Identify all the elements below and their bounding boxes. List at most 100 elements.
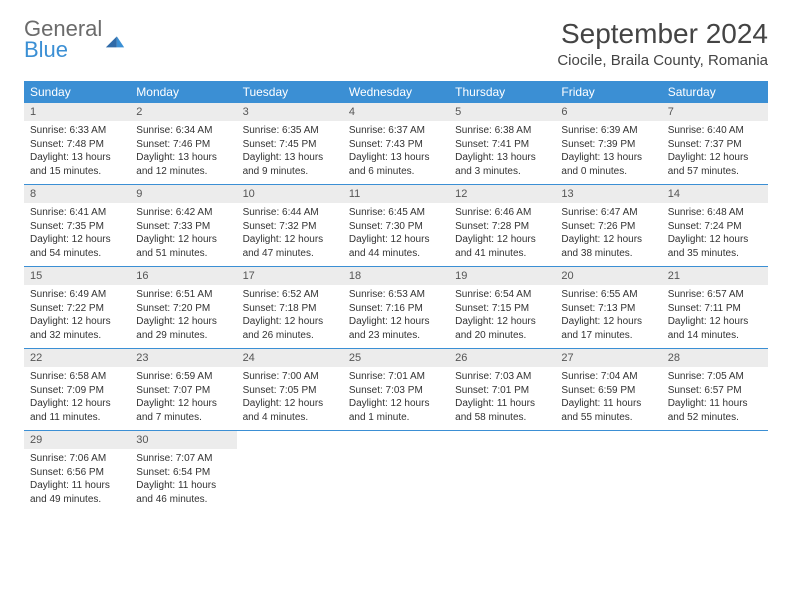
day-details: Sunrise: 7:05 AMSunset: 6:57 PMDaylight:… <box>662 367 768 430</box>
sunrise-line: Sunrise: 7:06 AM <box>30 452 124 466</box>
calendar: SundayMondayTuesdayWednesdayThursdayFrid… <box>24 81 768 512</box>
calendar-cell: 6Sunrise: 6:39 AMSunset: 7:39 PMDaylight… <box>555 103 661 184</box>
calendar-cell <box>449 431 555 512</box>
sunrise-line: Sunrise: 7:01 AM <box>349 370 443 384</box>
daylight-line: Daylight: 11 hours and 49 minutes. <box>30 479 124 506</box>
day-number: 22 <box>24 349 130 367</box>
day-details: Sunrise: 6:33 AMSunset: 7:48 PMDaylight:… <box>24 121 130 184</box>
daylight-line: Daylight: 12 hours and 26 minutes. <box>243 315 337 342</box>
calendar-cell <box>555 431 661 512</box>
calendar-cell: 17Sunrise: 6:52 AMSunset: 7:18 PMDayligh… <box>237 267 343 348</box>
daylight-line: Daylight: 12 hours and 20 minutes. <box>455 315 549 342</box>
day-header: Thursday <box>449 81 555 103</box>
sunrise-line: Sunrise: 6:49 AM <box>30 288 124 302</box>
day-number: 17 <box>237 267 343 285</box>
sunrise-line: Sunrise: 6:46 AM <box>455 206 549 220</box>
sunset-line: Sunset: 7:15 PM <box>455 302 549 316</box>
day-number: 20 <box>555 267 661 285</box>
week-row: 15Sunrise: 6:49 AMSunset: 7:22 PMDayligh… <box>24 267 768 349</box>
day-number: 7 <box>662 103 768 121</box>
day-number: 3 <box>237 103 343 121</box>
day-number: 14 <box>662 185 768 203</box>
day-number: 23 <box>130 349 236 367</box>
sunset-line: Sunset: 7:35 PM <box>30 220 124 234</box>
day-details: Sunrise: 6:59 AMSunset: 7:07 PMDaylight:… <box>130 367 236 430</box>
sunset-line: Sunset: 6:59 PM <box>561 384 655 398</box>
daylight-line: Daylight: 12 hours and 32 minutes. <box>30 315 124 342</box>
sunset-line: Sunset: 7:22 PM <box>30 302 124 316</box>
daylight-line: Daylight: 12 hours and 54 minutes. <box>30 233 124 260</box>
title-block: September 2024 Ciocile, Braila County, R… <box>557 18 768 69</box>
daylight-line: Daylight: 12 hours and 51 minutes. <box>136 233 230 260</box>
logo-blue: Blue <box>24 39 102 61</box>
daylight-line: Daylight: 11 hours and 52 minutes. <box>668 397 762 424</box>
day-number: 15 <box>24 267 130 285</box>
daylight-line: Daylight: 13 hours and 6 minutes. <box>349 151 443 178</box>
day-details: Sunrise: 7:04 AMSunset: 6:59 PMDaylight:… <box>555 367 661 430</box>
sunset-line: Sunset: 7:37 PM <box>668 138 762 152</box>
daylight-line: Daylight: 13 hours and 15 minutes. <box>30 151 124 178</box>
sunset-line: Sunset: 7:41 PM <box>455 138 549 152</box>
calendar-cell: 27Sunrise: 7:04 AMSunset: 6:59 PMDayligh… <box>555 349 661 430</box>
calendar-cell: 26Sunrise: 7:03 AMSunset: 7:01 PMDayligh… <box>449 349 555 430</box>
daylight-line: Daylight: 11 hours and 55 minutes. <box>561 397 655 424</box>
day-details: Sunrise: 6:40 AMSunset: 7:37 PMDaylight:… <box>662 121 768 184</box>
calendar-cell: 5Sunrise: 6:38 AMSunset: 7:41 PMDaylight… <box>449 103 555 184</box>
sunrise-line: Sunrise: 6:51 AM <box>136 288 230 302</box>
sunset-line: Sunset: 7:32 PM <box>243 220 337 234</box>
daylight-line: Daylight: 12 hours and 47 minutes. <box>243 233 337 260</box>
calendar-cell: 18Sunrise: 6:53 AMSunset: 7:16 PMDayligh… <box>343 267 449 348</box>
day-number: 11 <box>343 185 449 203</box>
calendar-cell: 25Sunrise: 7:01 AMSunset: 7:03 PMDayligh… <box>343 349 449 430</box>
calendar-cell: 24Sunrise: 7:00 AMSunset: 7:05 PMDayligh… <box>237 349 343 430</box>
calendar-cell: 12Sunrise: 6:46 AMSunset: 7:28 PMDayligh… <box>449 185 555 266</box>
daylight-line: Daylight: 12 hours and 57 minutes. <box>668 151 762 178</box>
calendar-cell <box>662 431 768 512</box>
calendar-cell: 10Sunrise: 6:44 AMSunset: 7:32 PMDayligh… <box>237 185 343 266</box>
daylight-line: Daylight: 13 hours and 0 minutes. <box>561 151 655 178</box>
sunset-line: Sunset: 7:48 PM <box>30 138 124 152</box>
sunrise-line: Sunrise: 6:53 AM <box>349 288 443 302</box>
logo-arrow-icon <box>104 29 126 51</box>
sunset-line: Sunset: 7:18 PM <box>243 302 337 316</box>
daylight-line: Daylight: 12 hours and 23 minutes. <box>349 315 443 342</box>
day-header: Wednesday <box>343 81 449 103</box>
calendar-cell: 3Sunrise: 6:35 AMSunset: 7:45 PMDaylight… <box>237 103 343 184</box>
calendar-cell: 22Sunrise: 6:58 AMSunset: 7:09 PMDayligh… <box>24 349 130 430</box>
sunrise-line: Sunrise: 6:57 AM <box>668 288 762 302</box>
sunset-line: Sunset: 7:09 PM <box>30 384 124 398</box>
daylight-line: Daylight: 12 hours and 7 minutes. <box>136 397 230 424</box>
sunrise-line: Sunrise: 7:03 AM <box>455 370 549 384</box>
day-details: Sunrise: 6:53 AMSunset: 7:16 PMDaylight:… <box>343 285 449 348</box>
sunrise-line: Sunrise: 6:37 AM <box>349 124 443 138</box>
day-number: 8 <box>24 185 130 203</box>
daylight-line: Daylight: 13 hours and 12 minutes. <box>136 151 230 178</box>
sunset-line: Sunset: 7:03 PM <box>349 384 443 398</box>
day-details: Sunrise: 7:01 AMSunset: 7:03 PMDaylight:… <box>343 367 449 430</box>
day-number: 16 <box>130 267 236 285</box>
sunset-line: Sunset: 7:16 PM <box>349 302 443 316</box>
sunset-line: Sunset: 7:39 PM <box>561 138 655 152</box>
calendar-cell: 23Sunrise: 6:59 AMSunset: 7:07 PMDayligh… <box>130 349 236 430</box>
day-details: Sunrise: 6:46 AMSunset: 7:28 PMDaylight:… <box>449 203 555 266</box>
sunrise-line: Sunrise: 6:44 AM <box>243 206 337 220</box>
day-details: Sunrise: 7:07 AMSunset: 6:54 PMDaylight:… <box>130 449 236 512</box>
sunrise-line: Sunrise: 7:05 AM <box>668 370 762 384</box>
sunrise-line: Sunrise: 6:33 AM <box>30 124 124 138</box>
day-number: 5 <box>449 103 555 121</box>
daylight-line: Daylight: 12 hours and 14 minutes. <box>668 315 762 342</box>
sunrise-line: Sunrise: 7:07 AM <box>136 452 230 466</box>
sunrise-line: Sunrise: 6:54 AM <box>455 288 549 302</box>
calendar-cell: 15 Sunrise: 6:49 AMSunset: 7:22 PMDayligh… <box>24 267 130 348</box>
day-details: Sunrise: 7:03 AMSunset: 7:01 PMDaylight:… <box>449 367 555 430</box>
calendar-cell: 19Sunrise: 6:54 AMSunset: 7:15 PMDayligh… <box>449 267 555 348</box>
day-details: Sunrise: 6:51 AMSunset: 7:20 PMDaylight:… <box>130 285 236 348</box>
week-row: 1Sunrise: 6:33 AMSunset: 7:48 PMDaylight… <box>24 103 768 185</box>
day-details: Sunrise: 6:37 AMSunset: 7:43 PMDaylight:… <box>343 121 449 184</box>
daylight-line: Daylight: 13 hours and 9 minutes. <box>243 151 337 178</box>
day-header: Monday <box>130 81 236 103</box>
day-details: Sunrise: 6:52 AMSunset: 7:18 PMDaylight:… <box>237 285 343 348</box>
sunrise-line: Sunrise: 7:00 AM <box>243 370 337 384</box>
day-number: 28 <box>662 349 768 367</box>
daylight-line: Daylight: 12 hours and 38 minutes. <box>561 233 655 260</box>
